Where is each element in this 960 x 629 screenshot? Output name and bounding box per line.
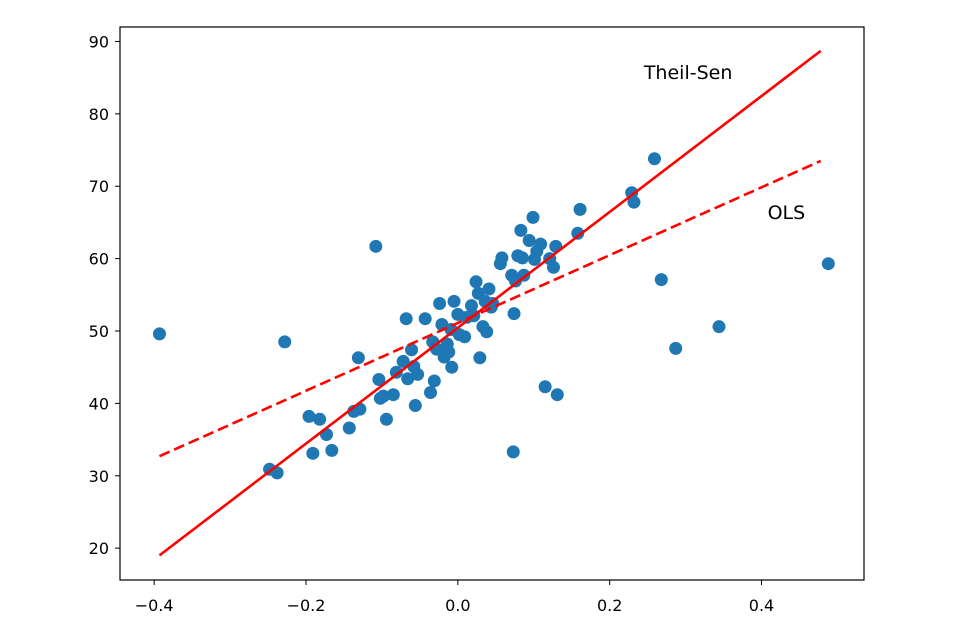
x-tick-label: −0.2 [287,596,326,615]
data-point [669,341,683,355]
data-point [325,443,339,457]
data-point [515,251,529,265]
y-tick-label: 70 [89,177,109,196]
data-point [712,320,726,334]
data-point [369,239,383,253]
data-point [278,335,292,349]
data-point [480,325,494,339]
y-tick-label: 20 [89,539,109,558]
data-point [389,365,403,379]
data-point [376,389,390,403]
data-point [302,409,316,423]
x-tick-label: 0.2 [597,596,622,615]
data-point [442,345,456,359]
x-tick-label: −0.4 [135,596,174,615]
data-point [647,152,661,166]
data-point [506,445,520,459]
data-point [495,251,509,265]
data-point [514,223,528,237]
ols-label: OLS [768,202,806,224]
data-point [522,234,536,248]
data-point [372,373,386,387]
data-point [427,374,441,388]
data-point [458,330,472,344]
data-point [424,386,438,400]
x-axis: −0.4 −0.2 0.0 0.2 0.4 [135,580,774,615]
data-points [152,152,835,480]
data-point [447,294,461,308]
data-point [654,273,668,287]
data-point [396,354,410,368]
data-point [408,399,422,413]
data-point [401,372,415,386]
theil-sen-label: Theil-Sen [643,62,733,84]
data-point [351,351,365,365]
data-point [379,412,393,426]
y-axis: 20 30 40 50 60 70 80 90 [89,32,120,558]
data-point [507,307,521,321]
y-tick-label: 40 [89,394,109,413]
data-point [546,260,560,274]
data-point [405,343,419,357]
data-point [534,237,548,251]
y-tick-label: 60 [89,250,109,269]
data-point [386,388,400,402]
data-point [821,257,835,271]
data-point [399,312,413,326]
theil-sen-line [158,49,822,557]
data-point [342,421,356,435]
data-point [473,351,487,365]
y-tick-label: 90 [89,32,109,51]
x-tick-label: 0.0 [445,596,470,615]
ols-line [158,159,822,458]
axes-frame [119,26,865,581]
data-point [573,202,587,216]
data-point [313,412,327,426]
data-point [465,299,479,313]
y-tick-label: 50 [89,322,109,341]
y-tick-label: 80 [89,105,109,124]
annotations: Theil-Sen OLS [643,62,805,224]
data-point [482,282,496,296]
data-point [418,312,432,326]
data-point [571,226,585,240]
data-point [538,380,552,394]
data-point [411,367,425,381]
data-point [433,297,447,310]
data-point [306,446,320,460]
data-point [526,210,540,224]
data-point [445,360,459,374]
data-point [627,195,641,209]
fit-lines [158,49,822,557]
data-point [550,388,564,402]
data-point [469,275,483,289]
x-tick-label: 0.4 [749,596,774,615]
data-point [152,327,166,341]
y-tick-label: 30 [89,467,109,486]
